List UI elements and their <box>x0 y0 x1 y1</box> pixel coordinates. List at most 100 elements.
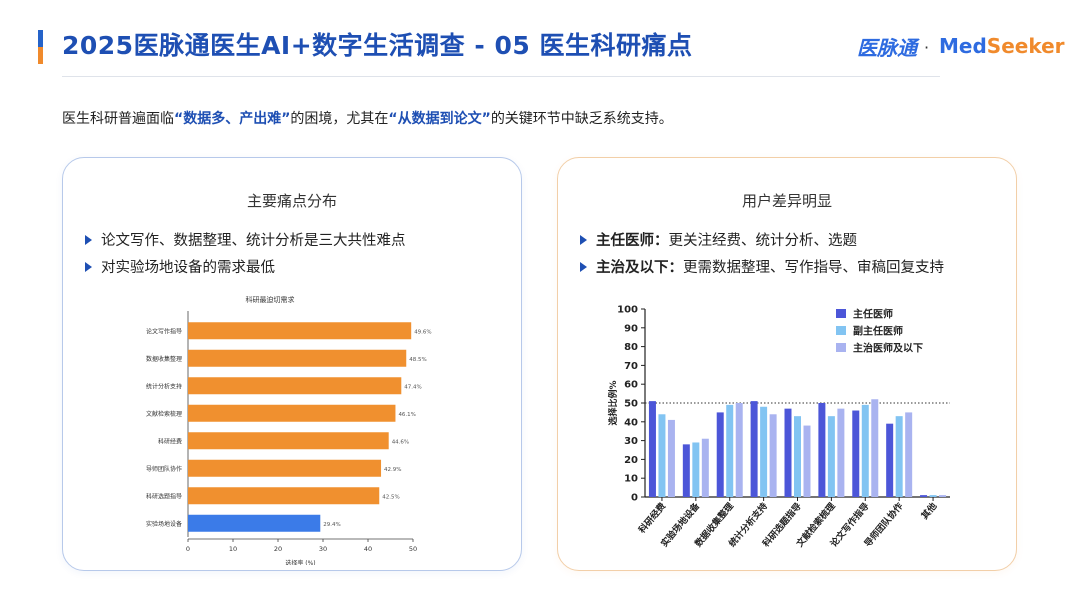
y-tick-label: 20 <box>624 455 638 466</box>
user-differences-bullets: 主任医师： 更关注经费、统计分析、选题 主治及以下： 更需数据整理、写作指导、审稿回… <box>580 226 944 280</box>
category-label: 实验场地设备 <box>146 520 182 528</box>
bar-3 <box>667 419 675 497</box>
bar-2 <box>794 416 801 497</box>
bullet-arrow-icon <box>85 234 92 245</box>
bar-2 <box>726 404 734 497</box>
x-tick-label: 30 <box>319 545 327 553</box>
x-tick-label: 50 <box>409 545 417 553</box>
bullet-arrow-icon <box>580 261 587 272</box>
title-group-bar-chart: 0102030405060708090100选择比例%科研经费实验场地设备数据收… <box>607 305 950 550</box>
legend-swatch <box>836 343 846 352</box>
medseeker-logo-med: Med <box>939 34 987 58</box>
bar <box>188 349 407 367</box>
data-label: 42.9% <box>384 467 401 473</box>
bar <box>188 432 389 450</box>
bar <box>188 404 396 422</box>
chart-title: 科研最迫切需求 <box>246 295 295 304</box>
bullet-item: 主任医师： 更关注经费、统计分析、选题 <box>580 226 944 253</box>
bar-3 <box>803 425 811 497</box>
bar <box>188 377 402 395</box>
category-label: 科研经费 <box>158 437 182 445</box>
bar-1 <box>818 403 826 497</box>
y-tick-label: 30 <box>624 436 638 447</box>
bar-2 <box>760 406 768 497</box>
y-tick-label: 50 <box>624 399 638 410</box>
y-tick-label: 100 <box>617 305 638 316</box>
bullet-text: 对实验场地设备的需求最低 <box>101 260 275 276</box>
bar <box>188 487 380 505</box>
bullet-arrow-icon <box>85 261 92 272</box>
intro-highlight-1: “数据多、产出难” <box>174 111 291 127</box>
data-label: 47.4% <box>404 384 421 390</box>
bullet-bold: 主任医师： <box>596 233 669 249</box>
bullet-bold: 主治及以下： <box>596 260 683 276</box>
intro-text: 医生科研普遍面临“数据多、产出难”的困境，尤其在“从数据到论文”的关键环节中缺乏… <box>62 108 673 128</box>
data-label: 29.4% <box>323 522 340 528</box>
bar-2 <box>861 404 869 497</box>
x-tick-label: 科研经费 <box>636 500 668 535</box>
data-label: 48.5% <box>409 357 426 363</box>
user-differences-card-title: 用户差异明显 <box>741 192 832 210</box>
y-tick-label: 80 <box>624 342 638 353</box>
legend-label: 主任医师 <box>853 308 893 321</box>
data-label: 44.6% <box>392 439 409 445</box>
legend-swatch <box>836 309 846 318</box>
bar-3 <box>905 412 913 497</box>
bar-2 <box>658 414 666 497</box>
intro-part-3: 的关键环节中缺乏系统支持。 <box>490 111 673 127</box>
yimaitong-logo: 医脉通 <box>857 35 917 60</box>
title-divider <box>62 76 940 77</box>
bar-1 <box>648 401 656 497</box>
bar-2 <box>929 495 937 497</box>
x-tick-label: 10 <box>229 545 237 553</box>
y-tick-label: 70 <box>624 361 638 372</box>
bar-2 <box>895 416 903 497</box>
bullet-arrow-icon <box>580 234 587 245</box>
bar-2 <box>827 416 835 497</box>
intro-part-2: 的困境，尤其在 <box>290 111 389 127</box>
x-tick-label: 40 <box>364 545 372 553</box>
bullet-text: 论文写作、数据整理、统计分析是三大共性难点 <box>101 233 406 249</box>
bullet-item: 论文写作、数据整理、统计分析是三大共性难点 <box>85 226 406 253</box>
category-label: 科研选题指导 <box>146 492 182 500</box>
category-label: 论文写作指导 <box>146 327 182 335</box>
x-tick-label: 0 <box>186 545 190 553</box>
data-label: 49.6% <box>414 329 431 335</box>
y-tick-label: 0 <box>631 493 638 504</box>
x-tick-label: 其他 <box>919 500 940 522</box>
y-tick-label: 60 <box>624 380 638 391</box>
intro-part-1: 医生科研普遍面临 <box>62 111 174 127</box>
y-tick-label: 90 <box>624 323 638 334</box>
category-label: 文献检索梳理 <box>146 410 182 418</box>
page-title: 2025医脉通医生AI+数字生活调查 - 05 医生科研痛点 <box>62 31 693 60</box>
bar-1 <box>886 423 894 497</box>
legend-swatch <box>836 326 846 335</box>
y-axis-label: 选择比例% <box>607 380 619 425</box>
bullet-text: 更需数据整理、写作指导、审稿回复支持 <box>683 260 944 276</box>
category-label: 统计分析支持 <box>146 382 182 390</box>
medseeker-logo: Med Seeker <box>939 34 1065 58</box>
bar-2 <box>692 442 700 497</box>
data-label: 46.1% <box>398 412 415 418</box>
bar-1 <box>784 408 792 497</box>
logo-separator: · <box>924 38 930 57</box>
bar-1 <box>682 444 690 497</box>
bar-3 <box>837 408 845 497</box>
bar <box>188 514 321 532</box>
category-label: 数据收集整理 <box>146 355 182 363</box>
medseeker-logo-seeker: Seeker <box>986 34 1065 58</box>
bar-3 <box>769 414 777 497</box>
bar-1 <box>920 495 928 497</box>
bar-3 <box>701 438 709 497</box>
bar-1 <box>750 401 758 497</box>
bar <box>188 459 382 477</box>
bar-3 <box>871 399 879 497</box>
category-label: 导师团队协作 <box>146 465 182 473</box>
pain-points-card-title: 主要痛点分布 <box>246 192 337 210</box>
bar-1 <box>852 410 860 497</box>
title-accent-bar <box>38 30 43 64</box>
y-tick-label: 10 <box>624 474 638 485</box>
bar <box>188 322 412 340</box>
bar-1 <box>716 412 724 497</box>
